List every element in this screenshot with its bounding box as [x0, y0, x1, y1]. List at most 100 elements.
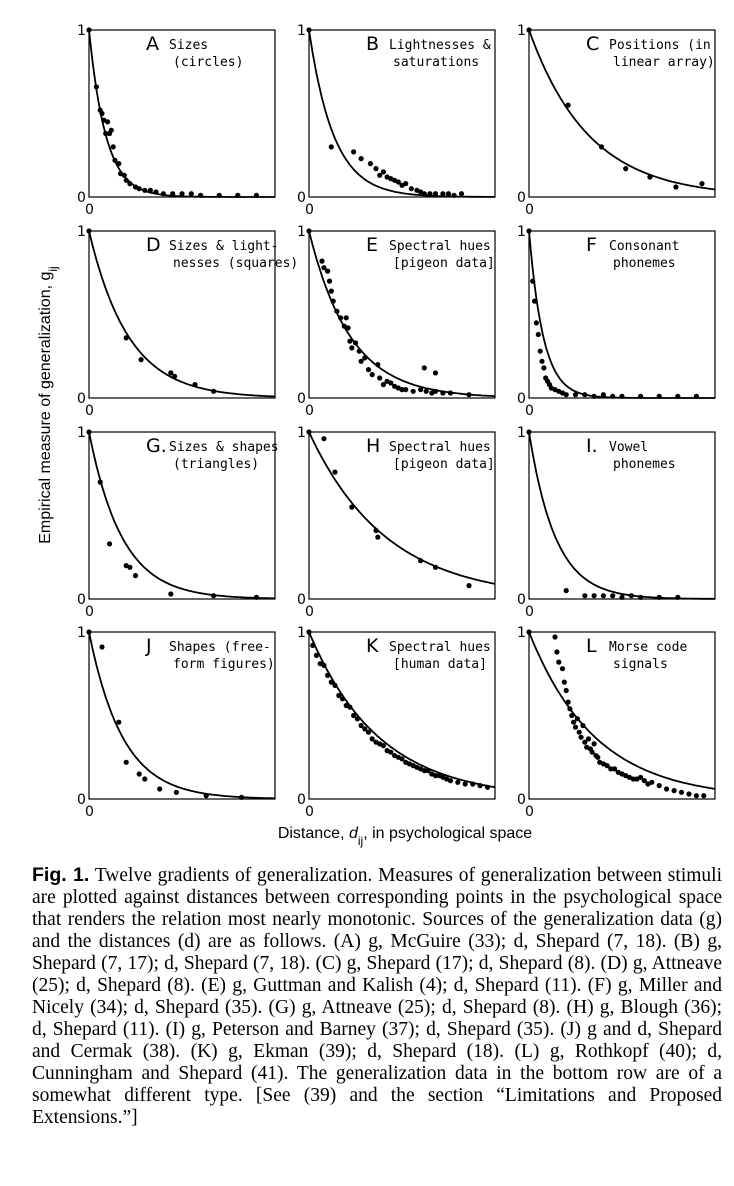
panel-j-ytick-bottom: 0 [77, 792, 86, 808]
panel-e-point [432, 388, 439, 394]
panel-l-point [582, 739, 588, 745]
panel-e-point [334, 308, 340, 314]
panel-a-point [110, 144, 116, 150]
panel-e-point [421, 365, 427, 371]
panel-e-label-line-1: Spectral hues [389, 239, 491, 254]
panel-a-point [99, 110, 105, 117]
panel-l-point [554, 649, 560, 655]
panel-j-xtick: 0 [85, 804, 94, 820]
panel-e-point [365, 367, 372, 373]
panel-i-ytick-bottom: 0 [517, 592, 526, 608]
panel-a: 1 00 A Sizes (circles) [77, 23, 276, 218]
panel-l-point [585, 736, 592, 742]
y-axis-title: Empirical measure of generalization, gij [37, 266, 60, 543]
panel-k-point [388, 749, 394, 755]
panel-l-point [638, 774, 644, 780]
panel-k-xtick: 0 [305, 804, 314, 820]
panel-e: 1 00 E Spectral hues [pigeon data] [297, 224, 496, 419]
panel-k-point [399, 756, 405, 762]
panel-e-point [321, 265, 327, 271]
panel-f-point [535, 331, 541, 338]
panel-g-ytick-bottom: 0 [77, 592, 86, 608]
panel-b-point [403, 181, 409, 187]
panel-l-point [693, 793, 700, 799]
panel-e-point [403, 387, 409, 393]
panel-k-point [313, 652, 319, 659]
panel-k: 1 00 K Spectral hues [human data] [297, 625, 496, 820]
panel-k-point [477, 783, 483, 789]
panel-b-ytick-top: 1 [297, 23, 306, 39]
panel-f: 1 00 F Consonant phonemes [517, 224, 716, 419]
panel-j: 1 00 J Shapes (free-form figures) [77, 625, 276, 820]
panel-a-point [170, 191, 176, 197]
panel-a-point [147, 187, 153, 193]
panel-j-ytick-top: 1 [77, 625, 86, 641]
panel-b-point [427, 191, 433, 197]
panel-e-point [330, 298, 336, 304]
panel-a-point [108, 127, 114, 133]
panel-f-ytick-top: 1 [517, 224, 526, 240]
panel-e-point [418, 387, 424, 393]
panel-l-point [563, 687, 569, 694]
panel-d-point [168, 370, 174, 376]
panel-e-point [440, 390, 446, 396]
panel-g-point [168, 591, 174, 597]
panel-b-point [367, 161, 373, 167]
panel-i-point [610, 593, 616, 599]
panel-g-frame [88, 431, 276, 600]
panel-a-point [142, 187, 148, 193]
panel-e-point [432, 370, 439, 376]
panel-b-point [440, 191, 446, 197]
panel-e-letter: E [366, 234, 378, 256]
panel-g-curve [88, 431, 276, 600]
panel-k-point [455, 779, 461, 785]
panel-l-point [580, 722, 586, 729]
panel-b-point [458, 191, 465, 197]
panel-l-point [591, 741, 597, 747]
panel-g-point [127, 564, 133, 570]
panel-j-point [173, 789, 179, 795]
panel-l-point [641, 778, 647, 784]
panel-i-point [591, 593, 597, 599]
panel-b-point [445, 191, 452, 197]
panel-b-point [421, 191, 427, 197]
panel-k-label-line-1: Spectral hues [389, 640, 491, 655]
panel-l-frame [528, 631, 716, 800]
panel-a-point [121, 172, 127, 178]
panel-i-curve [528, 431, 715, 600]
panel-a-point [153, 189, 159, 195]
panel-j-point [136, 771, 142, 777]
panel-k-point [354, 716, 360, 722]
panel-e-point [399, 387, 405, 393]
panel-i-point [619, 594, 625, 600]
figure-grid: 1 0 0 A Sizes (circles) 1 0 0 B Lightnesses & satur… [37, 23, 716, 848]
panel-k-point [310, 642, 316, 649]
panel-l-point [576, 729, 582, 735]
panel-d-curve [88, 230, 276, 398]
panel-a-xtick: 0 [85, 202, 94, 218]
panel-l-point [572, 724, 579, 730]
panel-k-point [425, 768, 431, 774]
panel-a-curve [88, 29, 275, 198]
panel-c-xtick: 0 [525, 202, 534, 218]
panel-f-point [610, 393, 616, 399]
panel-b-point [358, 156, 364, 162]
panel-f-ytick-bottom: 0 [517, 391, 526, 407]
panel-l-point [649, 779, 655, 785]
panel-j-label-line-2: form figures) [173, 657, 275, 672]
panel-g-xtick: 0 [85, 604, 94, 620]
panel-b-point [395, 179, 401, 185]
panel-e-point [352, 340, 359, 346]
panel-b-xtick: 0 [305, 202, 314, 218]
panel-k-ytick-top: 1 [297, 625, 306, 641]
panel-a-point [235, 192, 241, 198]
panel-g-point [132, 573, 139, 579]
panel-h-point [466, 583, 472, 589]
panel-c-point [623, 166, 629, 172]
panel-e-point [345, 325, 351, 331]
panel-a-point [123, 177, 129, 183]
panel-i-xtick: 0 [525, 604, 534, 620]
panel-d-label-line-2: nesses (squares) [173, 256, 298, 271]
